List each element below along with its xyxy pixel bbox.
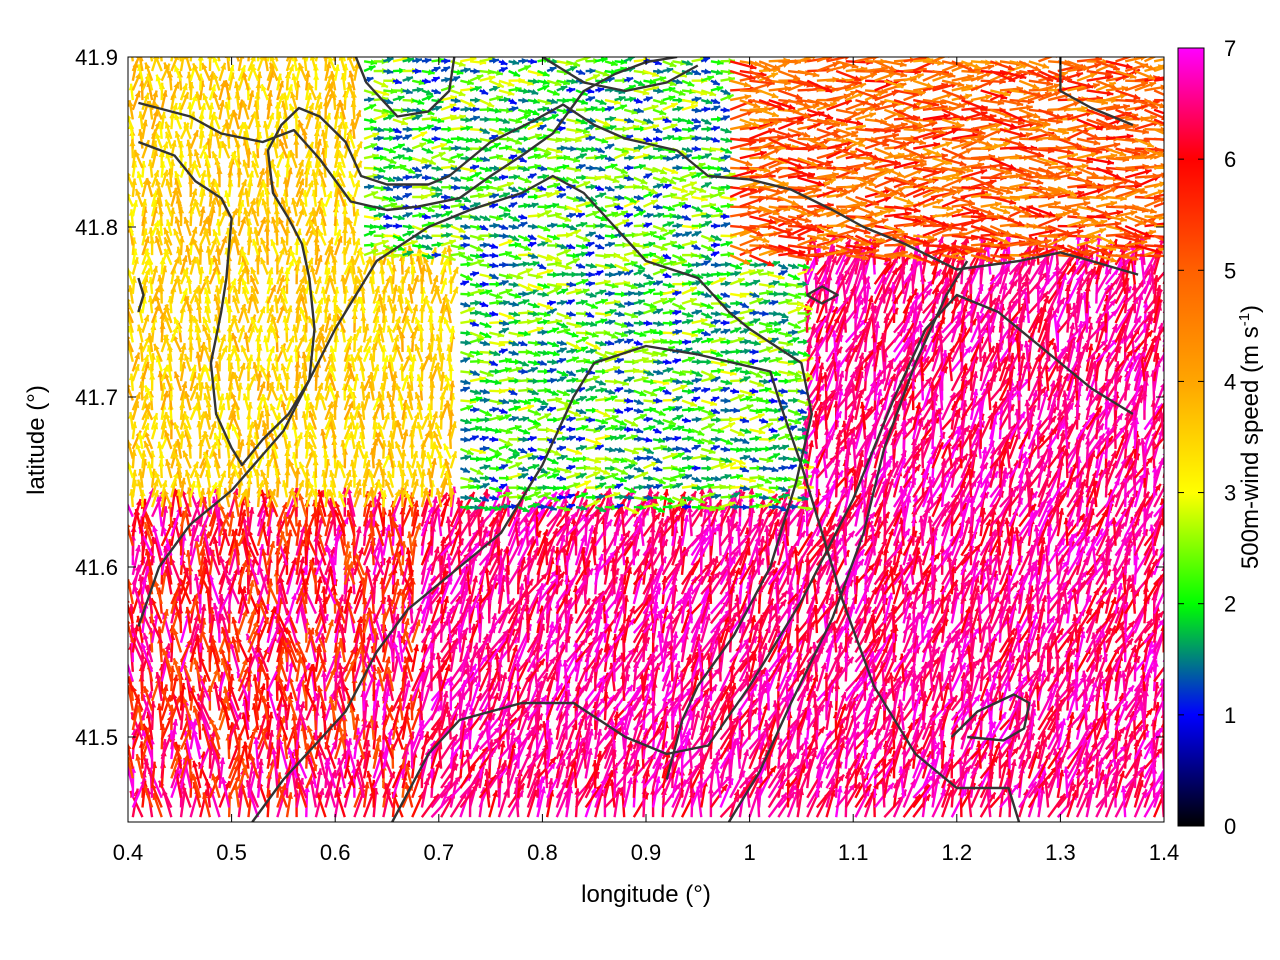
wind-vector-chart: 0.4 0.5 0.6 0.7 0.8 0.9 1 1.1 1.2 1.3 1.4 41.541.6… <box>0 0 1280 960</box>
